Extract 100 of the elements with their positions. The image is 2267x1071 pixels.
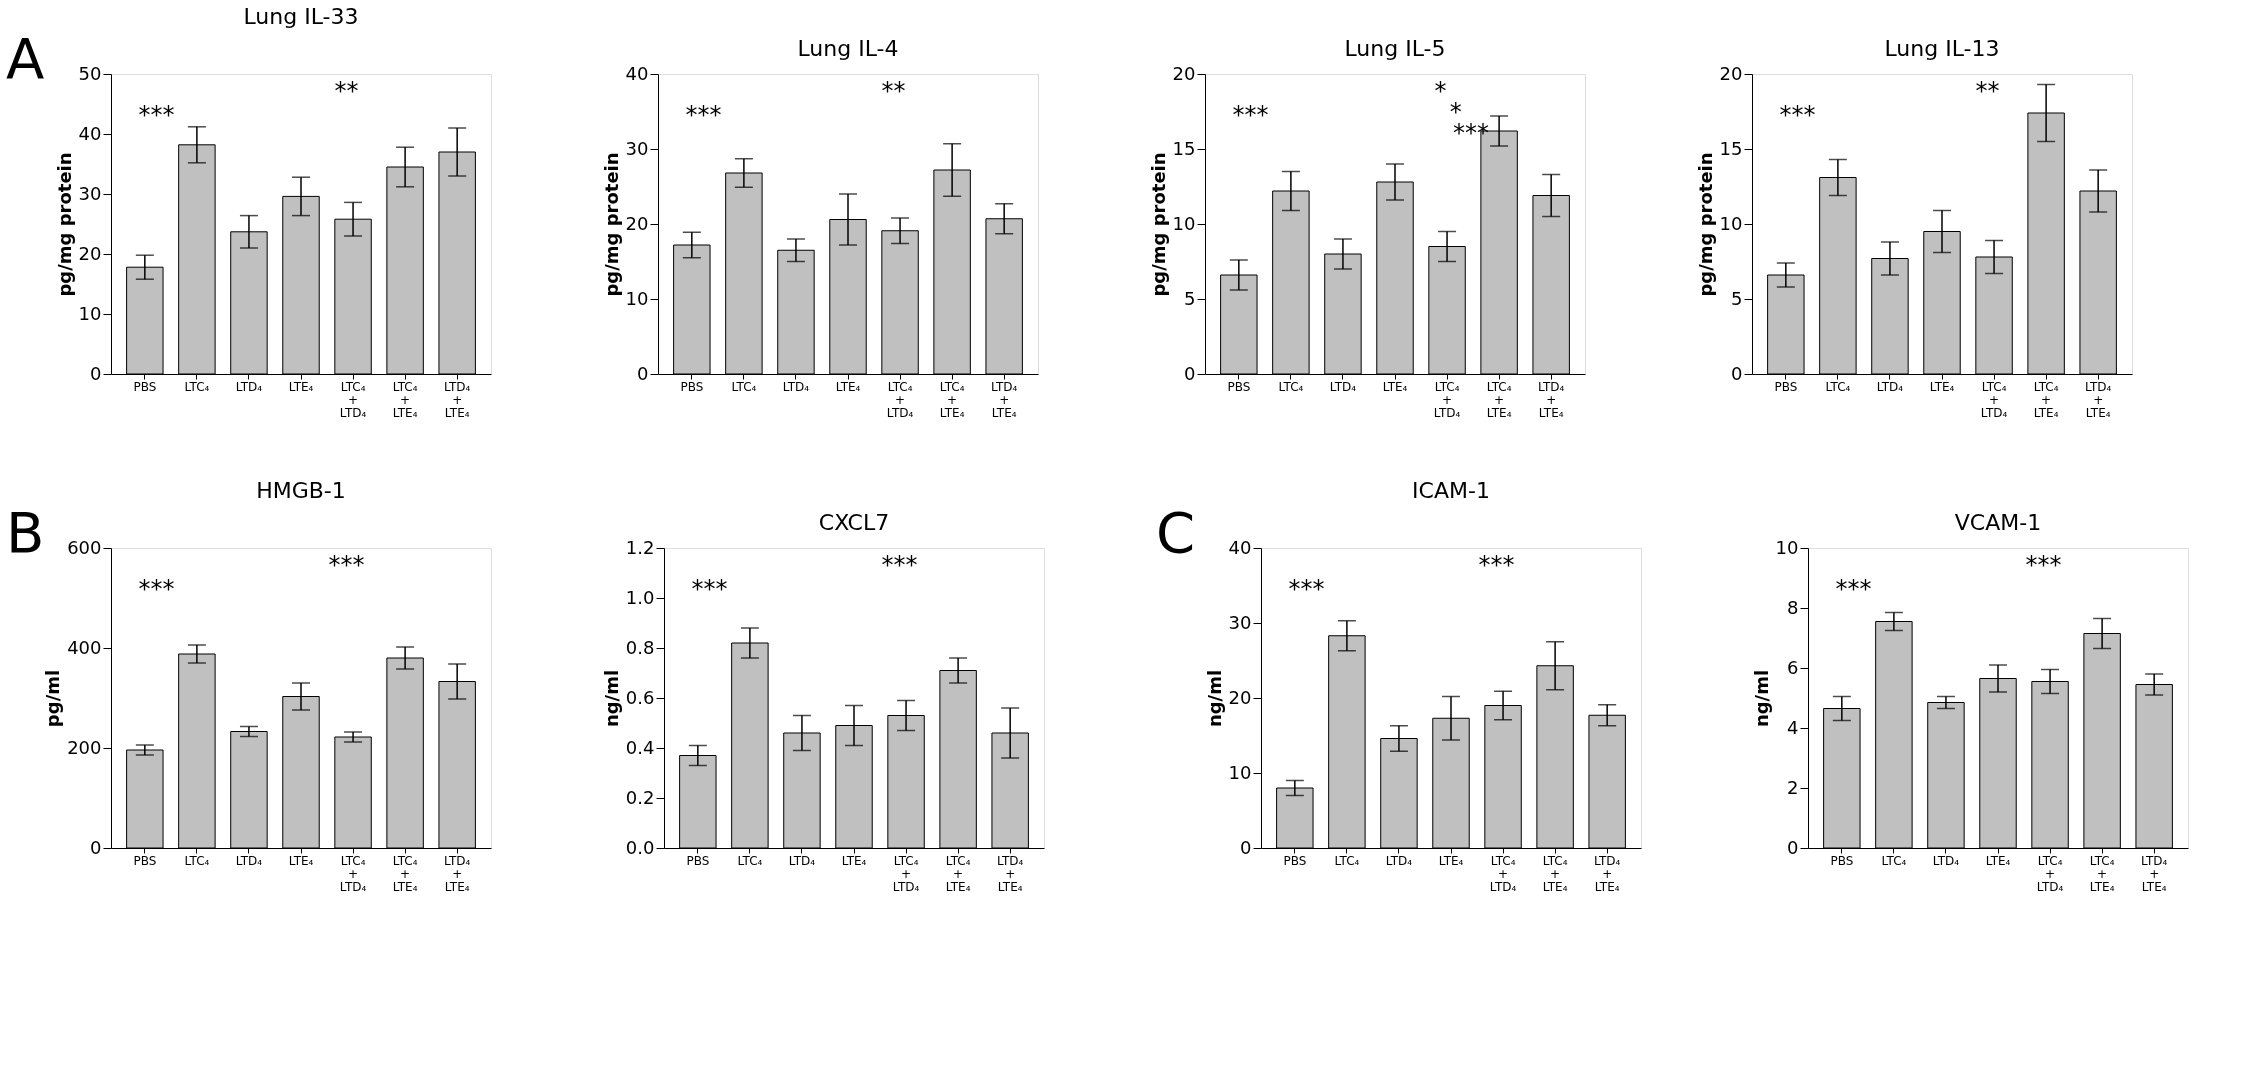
x-tick-label: LTC₄ <box>1881 853 1907 868</box>
y-axis-title: ng/ml <box>1750 669 1772 728</box>
x-tick-label: LTE₄ <box>841 853 867 868</box>
x-tick-label: LTD₄ <box>1876 379 1904 394</box>
x-tick-label: LTC₄ <box>731 379 757 394</box>
y-tick-label: 4 <box>1787 716 1799 738</box>
y-tick-label: 20 <box>1172 62 1196 84</box>
x-tick-label: PBS <box>686 853 710 868</box>
y-tick-label: 6 <box>1787 656 1799 678</box>
y-tick-label: 10 <box>625 287 649 309</box>
x-tick-label: LTC₄ <box>184 853 210 868</box>
x-tick-label: LTE₄ <box>288 853 314 868</box>
annotation: *** <box>2025 551 2062 579</box>
x-tick-label: LTD₄ + LTE₄ <box>990 379 1018 420</box>
x-tick-label: PBS <box>1774 379 1798 394</box>
x-tick-label: LTC₄ + LTE₄ <box>392 379 418 420</box>
x-tick-label: LTC₄ + LTD₄ <box>2036 853 2064 894</box>
x-tick-label: LTD₄ + LTE₄ <box>1537 379 1565 420</box>
y-tick-label: 20 <box>1228 686 1252 708</box>
x-tick-label: LTC₄ + LTD₄ <box>892 853 920 894</box>
x-tick-label: LTC₄ + LTE₄ <box>1542 853 1568 894</box>
chart-title: ICAM-1 <box>1412 478 1490 503</box>
x-tick-label: LTC₄ + LTE₄ <box>2089 853 2115 894</box>
y-tick-label: 50 <box>78 62 102 84</box>
x-tick-label: PBS <box>1227 379 1251 394</box>
annotation: *** <box>1478 551 1515 579</box>
x-tick-label: LTC₄ + LTE₄ <box>945 853 971 894</box>
x-tick-label: LTC₄ <box>1825 379 1851 394</box>
chart-title: HMGB-1 <box>256 478 346 503</box>
y-tick-label: 20 <box>625 212 649 234</box>
annotation: *** <box>685 101 722 129</box>
x-tick-label: LTD₄ + LTE₄ <box>443 379 471 420</box>
annotation: *** <box>1835 575 1872 603</box>
y-tick-label: 10 <box>1775 536 1799 558</box>
y-tick-label: 40 <box>78 122 102 144</box>
y-tick-label: 15 <box>1719 137 1743 159</box>
annotation: ** <box>881 77 906 105</box>
y-tick-label: 10 <box>1228 761 1252 783</box>
text: B <box>6 500 45 565</box>
chart-title: Lung IL-4 <box>797 36 899 61</box>
y-tick-label: 2 <box>1787 776 1799 798</box>
text: A <box>6 26 45 91</box>
x-tick-label: PBS <box>680 379 704 394</box>
x-tick-label: LTC₄ + LTD₄ <box>339 379 367 420</box>
y-axis-title: pg/mg protein <box>53 152 75 297</box>
y-tick-label: 10 <box>1172 212 1196 234</box>
annotation: *** <box>1288 575 1325 603</box>
y-tick-label: 400 <box>67 636 102 658</box>
x-tick-label: LTD₄ + LTE₄ <box>2140 853 2168 894</box>
y-tick-label: 1.2 <box>625 536 655 558</box>
y-tick-label: 200 <box>67 736 102 758</box>
annotation: *** <box>138 575 175 603</box>
y-tick-label: 5 <box>1184 287 1196 309</box>
x-tick-label: LTD₄ <box>235 379 263 394</box>
x-tick-label: LTD₄ <box>782 379 810 394</box>
x-tick-label: LTC₄ + LTE₄ <box>939 379 965 420</box>
x-tick-label: LTC₄ <box>1334 853 1360 868</box>
y-tick-label: 15 <box>1172 137 1196 159</box>
y-tick-label: 0.6 <box>625 686 655 708</box>
x-tick-label: LTD₄ + LTE₄ <box>443 853 471 894</box>
x-tick-label: LTC₄ <box>1278 379 1304 394</box>
y-axis-title: pg/mg protein <box>1147 152 1169 297</box>
y-tick-label: 0 <box>1787 836 1799 858</box>
y-tick-label: 20 <box>78 242 102 264</box>
x-tick-label: LTE₄ <box>1382 379 1408 394</box>
y-tick-label: 0.0 <box>625 836 655 858</box>
x-tick-label: PBS <box>1830 853 1854 868</box>
annotation: *** <box>881 551 918 579</box>
x-tick-label: PBS <box>133 853 157 868</box>
x-tick-label: LTC₄ + LTD₄ <box>1433 379 1461 420</box>
y-tick-label: 30 <box>625 137 649 159</box>
y-tick-label: 0 <box>637 362 649 384</box>
y-tick-label: 0.2 <box>625 786 655 808</box>
annotation: * <box>1434 77 1447 105</box>
chart-title: Lung IL-5 <box>1344 36 1446 61</box>
x-tick-label: LTE₄ <box>1985 853 2011 868</box>
y-axis-title: ng/ml <box>1203 669 1225 728</box>
x-tick-label: LTD₄ + LTE₄ <box>1593 853 1621 894</box>
y-axis-title: pg/mg protein <box>600 152 622 297</box>
chart-title: CXCL7 <box>818 510 890 535</box>
annotation: *** <box>691 575 728 603</box>
y-tick-label: 5 <box>1731 287 1743 309</box>
x-tick-label: LTC₄ + LTE₄ <box>392 853 418 894</box>
y-tick-label: 10 <box>1719 212 1743 234</box>
y-tick-label: 40 <box>1228 536 1252 558</box>
x-tick-label: LTC₄ <box>737 853 763 868</box>
y-tick-label: 30 <box>78 182 102 204</box>
y-tick-label: 0 <box>90 362 102 384</box>
y-tick-label: 0.8 <box>625 636 655 658</box>
x-tick-label: LTC₄ + LTE₄ <box>2033 379 2059 420</box>
y-tick-label: 0 <box>1240 836 1252 858</box>
x-tick-label: PBS <box>1283 853 1307 868</box>
y-tick-label: 0.4 <box>625 736 655 758</box>
x-tick-label: LTC₄ + LTD₄ <box>1980 379 2008 420</box>
x-tick-label: LTE₄ <box>835 379 861 394</box>
y-tick-label: 0 <box>90 836 102 858</box>
x-tick-label: LTD₄ <box>1385 853 1413 868</box>
chart-title: Lung IL-13 <box>1884 36 2000 61</box>
y-tick-label: 40 <box>625 62 649 84</box>
annotation: *** <box>1779 101 1816 129</box>
